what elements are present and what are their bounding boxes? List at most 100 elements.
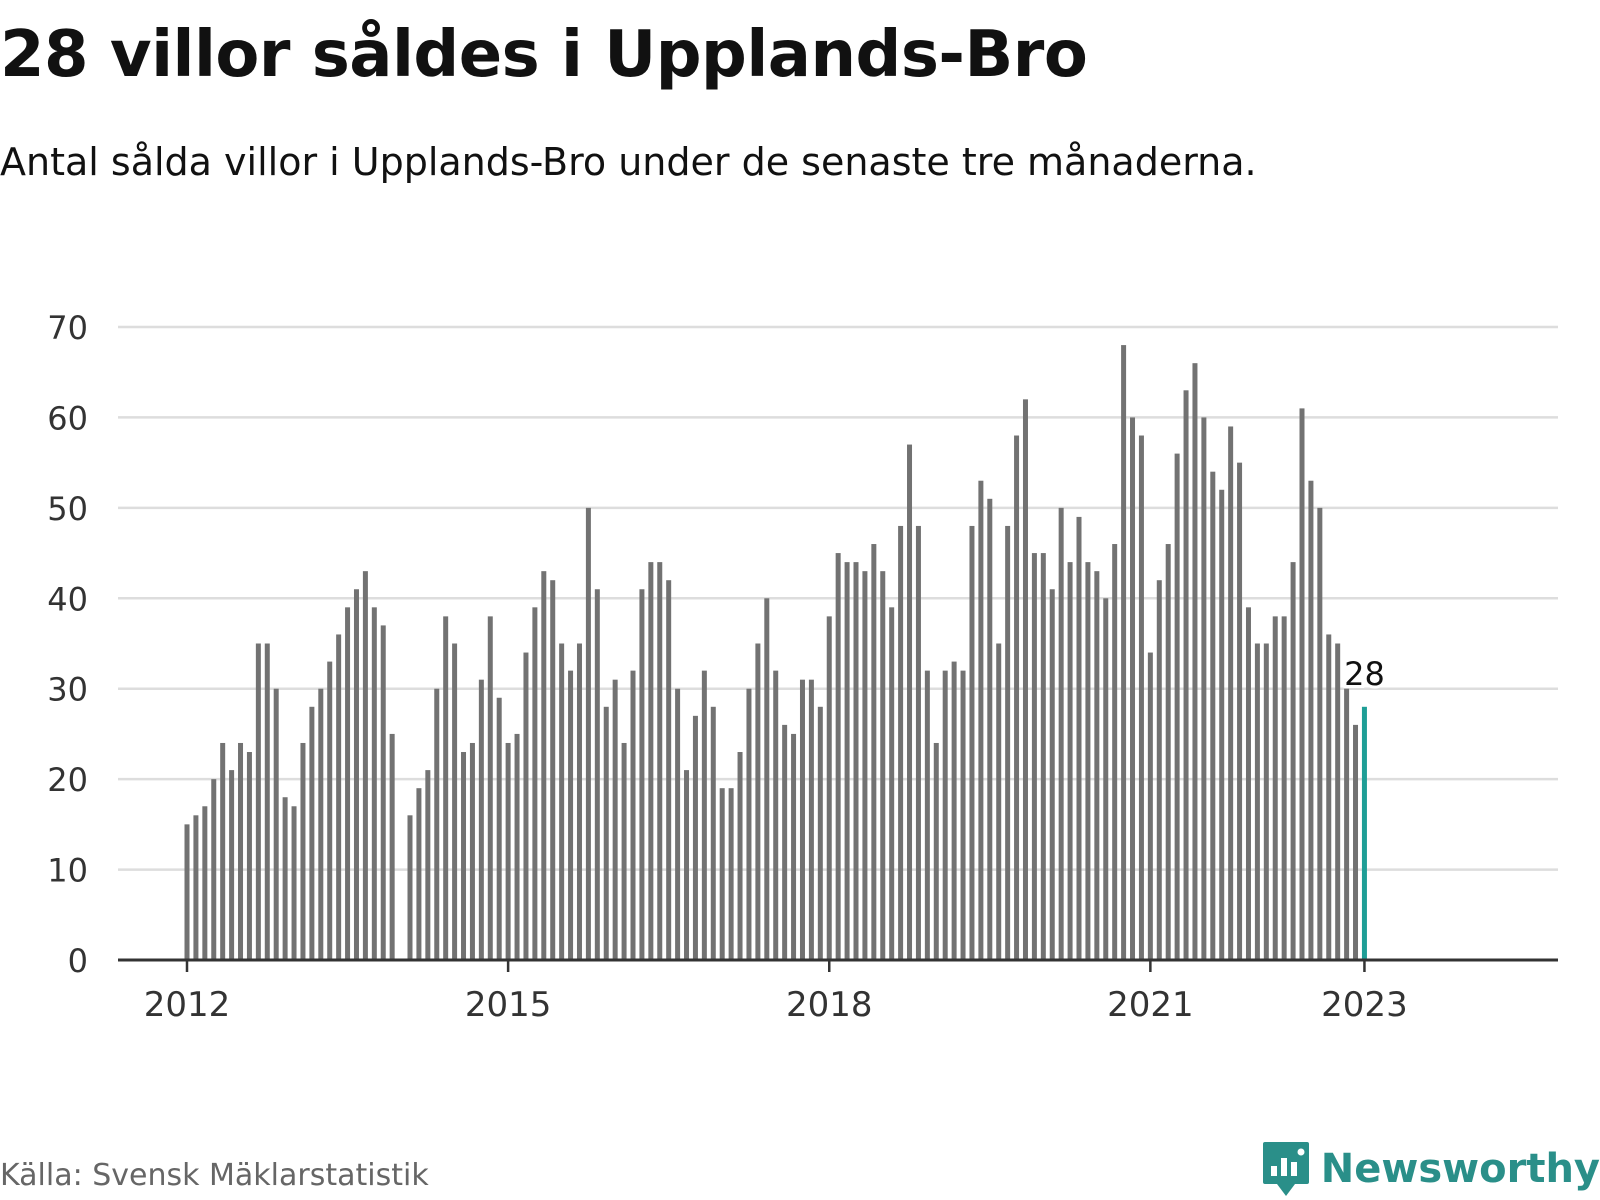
bar: [1121, 345, 1127, 961]
bar: [541, 571, 547, 960]
brand-logo: Newsworthy: [1261, 1140, 1600, 1198]
bar: [755, 643, 761, 960]
bar: [461, 752, 467, 960]
bar: [782, 724, 788, 960]
newsworthy-logo-icon: [1262, 1142, 1309, 1196]
bar: [692, 715, 698, 960]
bar: [1353, 724, 1359, 960]
bar: [1005, 525, 1011, 960]
bar: [746, 688, 752, 960]
bar: [211, 779, 217, 960]
bar: [657, 562, 663, 960]
bar: [924, 670, 930, 960]
bar: [969, 525, 975, 960]
bar: [612, 679, 618, 960]
bar: [1040, 553, 1046, 960]
y-tick-label: 10: [47, 852, 88, 890]
bar: [1237, 462, 1243, 960]
bar: [238, 742, 244, 960]
bar: [282, 797, 288, 960]
bar: [1112, 544, 1118, 960]
bar: [889, 607, 895, 960]
bar: [603, 706, 609, 960]
bar: [425, 770, 431, 960]
bar: [594, 589, 600, 960]
bar: [907, 444, 913, 960]
bar: [1085, 562, 1091, 960]
y-tick-label: 70: [47, 309, 88, 347]
bar: [951, 661, 957, 960]
bar: [898, 525, 904, 960]
bar: [1263, 643, 1269, 960]
bar: [291, 806, 297, 960]
y-tick-label: 40: [47, 580, 88, 618]
x-tick-label: 2021: [1107, 985, 1194, 1025]
bar: [523, 652, 529, 960]
bar: [336, 634, 342, 960]
bar: [202, 806, 208, 960]
bar: [353, 589, 359, 960]
bar: [309, 706, 315, 960]
bar: [835, 553, 841, 960]
bar: [719, 788, 725, 960]
bar: [1192, 363, 1198, 961]
bar: [559, 643, 565, 960]
bar: [915, 525, 921, 960]
bar: [675, 688, 681, 960]
bar: [1174, 453, 1180, 960]
bar: [585, 507, 591, 960]
bar: [1201, 417, 1207, 960]
bar: [648, 562, 654, 960]
bar: [345, 607, 351, 960]
bar: [532, 607, 538, 960]
bar: [880, 571, 886, 960]
bar: [1103, 598, 1109, 960]
bar: [568, 670, 574, 960]
bar: [1076, 516, 1082, 960]
bar: [1326, 634, 1332, 960]
highlight-value-label: 28: [1344, 655, 1385, 693]
bar: [1058, 507, 1064, 960]
bar: [229, 770, 235, 960]
bar: [666, 580, 672, 960]
bar: [764, 598, 770, 960]
bar: [684, 770, 690, 960]
bar: [853, 562, 859, 960]
bar: [273, 688, 279, 960]
bar: [1094, 571, 1100, 960]
bar: [1022, 399, 1028, 960]
highlight-bar: [1361, 706, 1367, 960]
bar: [1138, 435, 1144, 960]
bar: [791, 733, 797, 960]
bar: [389, 733, 395, 960]
bar: [1335, 643, 1341, 960]
bar: [1130, 417, 1136, 960]
bar: [1147, 652, 1153, 960]
bar: [576, 643, 582, 960]
bar: [371, 607, 377, 960]
bar: [630, 670, 636, 960]
bar: [380, 625, 386, 960]
bar: [1165, 544, 1171, 960]
y-tick-label: 30: [47, 671, 88, 709]
x-tick-label: 2023: [1321, 985, 1408, 1025]
bar: [193, 815, 199, 960]
bar: [1290, 562, 1296, 960]
bar: [799, 679, 805, 960]
bar: [362, 571, 368, 960]
bar: [844, 562, 850, 960]
bar: [1281, 616, 1287, 960]
bar: [1210, 471, 1216, 960]
bar: [1272, 616, 1278, 960]
bar: [1228, 426, 1234, 960]
brand-name: Newsworthy: [1320, 1146, 1600, 1192]
bar: [960, 670, 966, 960]
y-tick-label: 50: [47, 490, 88, 528]
chart-title: 28 villor såldes i Upplands-Bro: [0, 18, 1088, 92]
bar: [1299, 408, 1305, 960]
bar: [987, 498, 993, 960]
bar: [514, 733, 520, 960]
bar: [1245, 607, 1251, 960]
bar: [737, 752, 743, 960]
